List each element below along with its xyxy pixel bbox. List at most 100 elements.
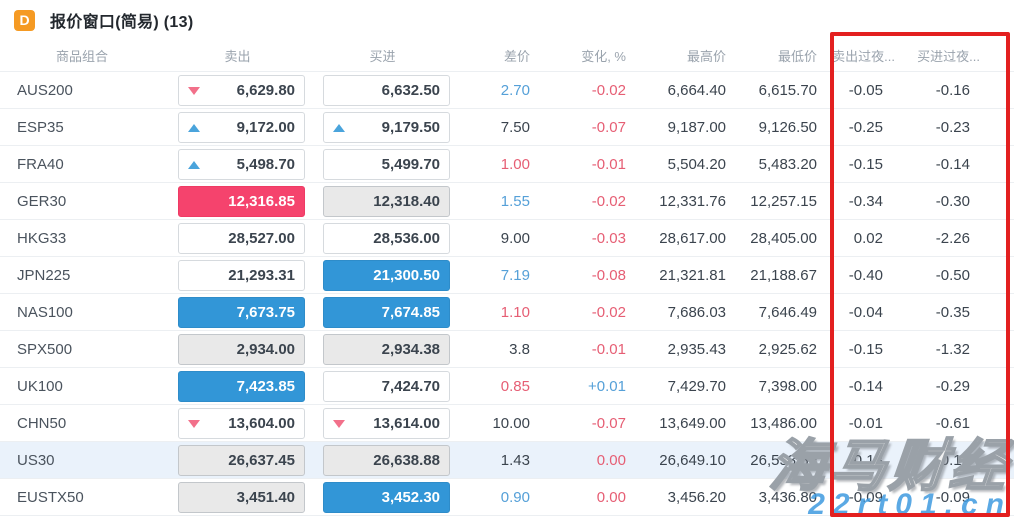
buy-price: 2,934.38: [381, 341, 440, 358]
header-high: 最高价: [686, 49, 726, 64]
sell-price-button[interactable]: 21,293.31: [178, 260, 305, 291]
buy-price-button[interactable]: 12,318.40: [323, 186, 450, 217]
buy-overnight-value: -0.14: [935, 156, 970, 173]
sell-price-button[interactable]: 2,934.00: [178, 334, 305, 365]
buy-price: 5,499.70: [381, 156, 440, 173]
sell-price-button[interactable]: 13,604.00: [178, 408, 305, 439]
buy-price-button[interactable]: 3,452.30: [323, 482, 450, 513]
quote-row[interactable]: GER30 12,316.85 12,318.40 1.55 -0.02 12,…: [0, 183, 1014, 220]
quote-rows: AUS200 6,629.80 6,632.50 2.70 -0.02 6,66…: [0, 71, 1014, 516]
sell-price: 12,316.85: [228, 193, 295, 210]
quote-row[interactable]: JPN225 21,293.31 21,300.50 7.19 -0.08 21…: [0, 257, 1014, 294]
buy-price-button[interactable]: 6,632.50: [323, 75, 450, 106]
buy-price: 9,179.50: [381, 119, 440, 136]
buy-price-button[interactable]: 9,179.50: [323, 112, 450, 143]
spread-value: 7.19: [500, 267, 530, 284]
high-price-value: 3,456.20: [667, 489, 726, 506]
product-name: ESP35: [17, 119, 64, 136]
quote-row[interactable]: SPX500 2,934.00 2,934.38 3.8 -0.01 2,935…: [0, 331, 1014, 368]
sell-overnight-value: -0.04: [848, 304, 883, 321]
buy-price-button[interactable]: 13,614.00: [323, 408, 450, 439]
sell-overnight-value: -0.15: [848, 156, 883, 173]
high-price-value: 26,649.10: [659, 452, 726, 469]
high-price-value: 7,429.70: [667, 378, 726, 395]
buy-price-button[interactable]: 21,300.50: [323, 260, 450, 291]
sell-arrow-icon: [188, 160, 200, 169]
spread-value: 1.55: [500, 193, 530, 210]
product-name: GER30: [17, 193, 67, 210]
buy-price: 12,318.40: [373, 193, 440, 210]
change-percent-value: -0.03: [591, 230, 626, 247]
sell-price-button[interactable]: 3,451.40: [178, 482, 305, 513]
table-header-row: 商品组合 卖出 买进 差价 变化, % 最高价 最低价 卖出过夜... 买进过夜…: [0, 40, 1014, 71]
buy-price-button[interactable]: 28,536.00: [323, 223, 450, 254]
product-name: CHN50: [17, 415, 67, 432]
quote-row[interactable]: US30 26,637.45 26,638.88 1.43 0.00 26,64…: [0, 442, 1014, 479]
buy-price: 6,632.50: [381, 82, 440, 99]
sell-arrow-icon: [188, 123, 200, 132]
change-percent-value: 0.00: [596, 489, 626, 506]
quote-row[interactable]: HKG33 28,527.00 28,536.00 9.00 -0.03 28,…: [0, 220, 1014, 257]
sell-price-button[interactable]: 9,172.00: [178, 112, 305, 143]
buy-overnight-value: -0.23: [935, 119, 970, 136]
low-price-value: 12,257.15: [750, 193, 817, 210]
change-percent-value: -0.02: [591, 193, 626, 210]
high-price-value: 13,649.00: [659, 415, 726, 432]
buy-price: 7,424.70: [381, 378, 440, 395]
low-price-value: 21,188.67: [750, 267, 817, 284]
quote-row[interactable]: UK100 7,423.85 7,424.70 0.85 +0.01 7,429…: [0, 368, 1014, 405]
buy-price-button[interactable]: 5,499.70: [323, 149, 450, 180]
buy-price-button[interactable]: 2,934.38: [323, 334, 450, 365]
change-percent-value: -0.08: [591, 267, 626, 284]
product-name: FRA40: [17, 156, 64, 173]
product-name: HKG33: [17, 230, 67, 247]
buy-price-button[interactable]: 7,424.70: [323, 371, 450, 402]
buy-price: 13,614.00: [373, 415, 440, 432]
sell-price-button[interactable]: 5,498.70: [178, 149, 305, 180]
sell-price-button[interactable]: 6,629.80: [178, 75, 305, 106]
quote-row[interactable]: FRA40 5,498.70 5,499.70 1.00 -0.01 5,504…: [0, 146, 1014, 183]
buy-overnight-value: -0.29: [935, 378, 970, 395]
sell-overnight-value: -0.13: [848, 452, 883, 469]
sell-price: 9,172.00: [236, 119, 295, 136]
low-price-value: 13,486.00: [750, 415, 817, 432]
buy-overnight-value: -1.32: [935, 341, 970, 358]
low-price-value: 9,126.50: [758, 119, 817, 136]
header-low: 最低价: [777, 49, 817, 64]
product-name: UK100: [17, 378, 63, 395]
app-d-icon: D: [14, 9, 35, 31]
buy-arrow-icon: [333, 123, 345, 132]
low-price-value: 5,483.20: [758, 156, 817, 173]
change-percent-value: +0.01: [588, 378, 626, 395]
product-name: SPX500: [17, 341, 73, 358]
spread-value: 0.85: [500, 378, 530, 395]
buy-overnight-value: -0.61: [935, 415, 970, 432]
sell-price: 21,293.31: [228, 267, 295, 284]
header-sell-overnight: 卖出过夜...: [832, 49, 895, 64]
product-name: EUSTX50: [17, 489, 84, 506]
sell-price-button[interactable]: 7,673.75: [178, 297, 305, 328]
quote-row[interactable]: NAS100 7,673.75 7,674.85 1.10 -0.02 7,68…: [0, 294, 1014, 331]
sell-price-button[interactable]: 7,423.85: [178, 371, 305, 402]
low-price-value: 7,398.00: [758, 378, 817, 395]
sell-price: 7,673.75: [236, 304, 295, 321]
quote-row[interactable]: AUS200 6,629.80 6,632.50 2.70 -0.02 6,66…: [0, 72, 1014, 109]
buy-overnight-value: -0.16: [935, 82, 970, 99]
sell-price-button[interactable]: 12,316.85: [178, 186, 305, 217]
sell-price-button[interactable]: 28,527.00: [178, 223, 305, 254]
buy-price-button[interactable]: 7,674.85: [323, 297, 450, 328]
quote-row[interactable]: EUSTX50 3,451.40 3,452.30 0.90 0.00 3,45…: [0, 479, 1014, 516]
spread-value: 1.10: [500, 304, 530, 321]
product-name: AUS200: [17, 82, 73, 99]
sell-arrow-icon: [188, 86, 200, 95]
buy-overnight-value: -0.30: [935, 193, 970, 210]
header-buy-overnight: 买进过夜...: [917, 49, 980, 64]
quote-row[interactable]: ESP35 9,172.00 9,179.50 7.50 -0.07 9,187…: [0, 109, 1014, 146]
quote-row[interactable]: CHN50 13,604.00 13,614.00 10.00 -0.07 13…: [0, 405, 1014, 442]
buy-price-button[interactable]: 26,638.88: [323, 445, 450, 476]
buy-overnight-value: -0.19: [935, 452, 970, 469]
header-sell: 卖出: [224, 49, 251, 64]
sell-overnight-value: -0.05: [848, 82, 883, 99]
sell-price-button[interactable]: 26,637.45: [178, 445, 305, 476]
spread-value: 0.90: [500, 489, 530, 506]
